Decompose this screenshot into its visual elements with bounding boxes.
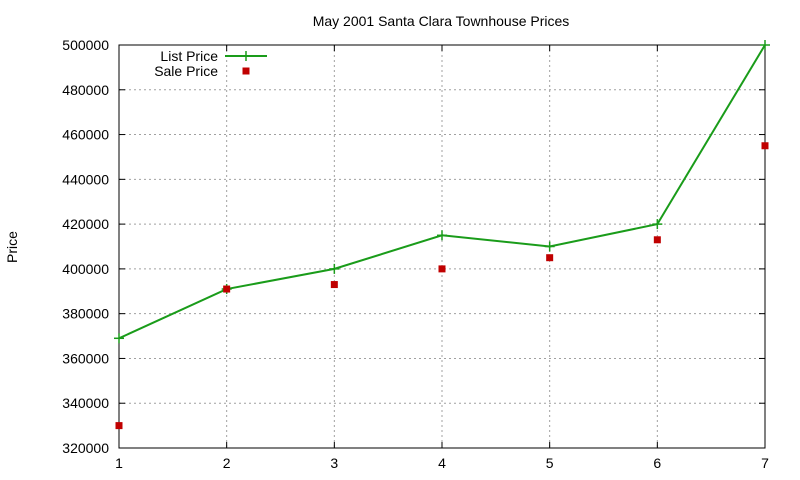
legend: List Price Sale Price bbox=[154, 48, 267, 79]
y-tick-label: 400000 bbox=[62, 261, 109, 277]
legend-marker-list-price bbox=[241, 51, 251, 61]
chart-title: May 2001 Santa Clara Townhouse Prices bbox=[313, 13, 570, 29]
y-tick-label: 340000 bbox=[62, 395, 109, 411]
y-tick-label: 320000 bbox=[62, 440, 109, 456]
data-point bbox=[546, 254, 554, 262]
grid bbox=[119, 45, 765, 448]
data-point bbox=[652, 219, 663, 230]
y-tick-label: 380000 bbox=[62, 306, 109, 322]
x-tick-label: 7 bbox=[761, 455, 769, 471]
y-tick-label: 360000 bbox=[62, 350, 109, 366]
data-point bbox=[653, 236, 661, 244]
x-tick-label: 6 bbox=[653, 455, 661, 471]
data-point bbox=[761, 142, 769, 150]
data-point bbox=[437, 230, 447, 241]
data-point bbox=[114, 333, 124, 344]
series-layer bbox=[114, 40, 770, 430]
x-tick-label: 3 bbox=[330, 455, 338, 471]
data-point bbox=[329, 263, 340, 274]
y-tick-label: 420000 bbox=[62, 216, 109, 232]
legend-label-list-price: List Price bbox=[160, 48, 218, 64]
axis-ticks: 320000 340000 360000 380000 400000 420000 4400… bbox=[62, 37, 769, 471]
data-point bbox=[115, 422, 123, 430]
x-tick-label: 5 bbox=[546, 455, 554, 471]
data-point bbox=[330, 281, 338, 289]
legend-marker-sale-price bbox=[242, 67, 250, 75]
data-point bbox=[223, 285, 231, 293]
y-tick-label: 440000 bbox=[62, 171, 109, 187]
y-tick-label: 480000 bbox=[62, 82, 109, 98]
series-sale-price bbox=[115, 142, 769, 430]
data-point bbox=[760, 40, 770, 50]
y-tick-label: 500000 bbox=[62, 37, 109, 53]
y-axis-label: Price bbox=[4, 231, 20, 263]
data-point bbox=[438, 265, 446, 273]
x-tick-label: 1 bbox=[115, 455, 123, 471]
x-tick-label: 2 bbox=[223, 455, 231, 471]
legend-label-sale-price: Sale Price bbox=[154, 63, 218, 79]
x-tick-label: 4 bbox=[438, 455, 446, 471]
y-tick-label: 460000 bbox=[62, 127, 109, 143]
data-point bbox=[544, 241, 555, 252]
